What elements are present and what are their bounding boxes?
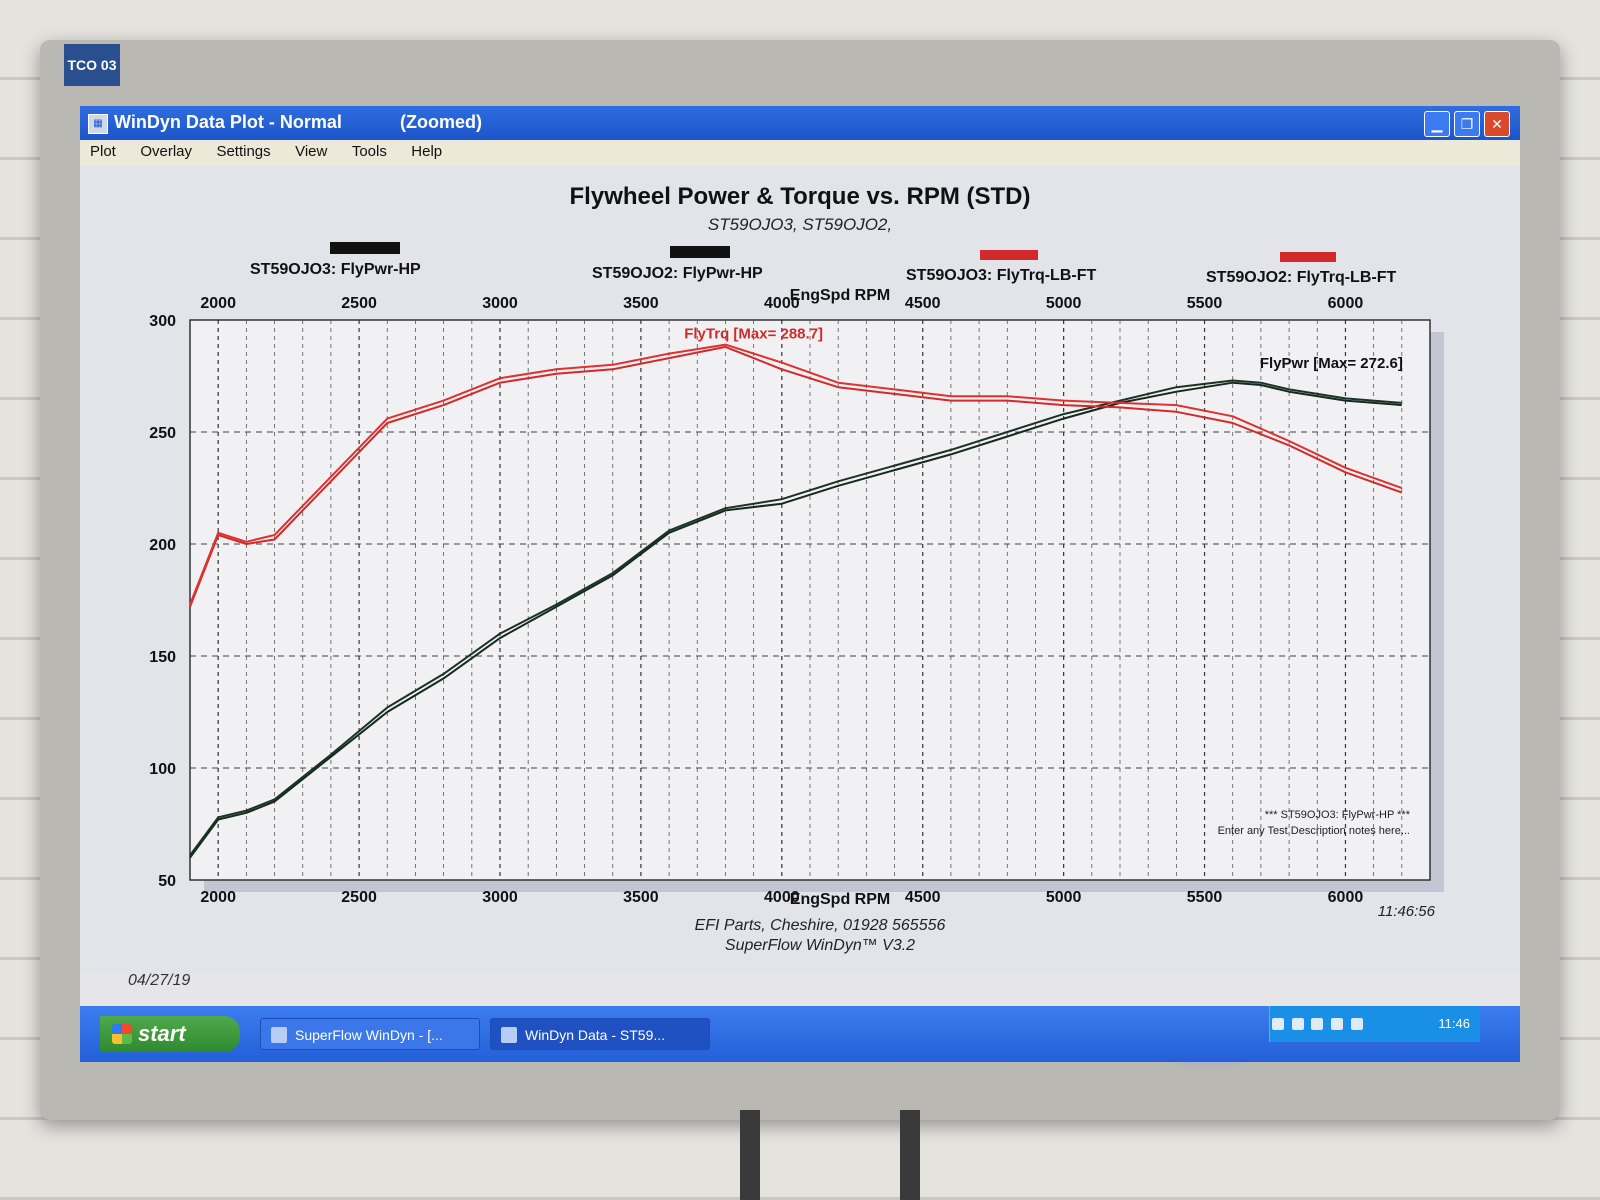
stand-cable (900, 1110, 920, 1200)
series-line (189, 379, 1402, 856)
series-line (189, 381, 1402, 859)
x-tick-label-bottom: 3000 (482, 889, 518, 906)
task-label: WinDyn Data - ST59... (525, 1027, 666, 1043)
x-tick-label-bottom: 3500 (623, 889, 659, 906)
minimize-icon[interactable]: ▁ (1424, 111, 1450, 137)
restore-icon[interactable]: ❐ (1454, 111, 1480, 137)
y-tick-label: 50 (158, 873, 176, 890)
y-ticks: 50 100 150 200 250 300 (149, 313, 176, 890)
x-tick-label-top: 3000 (482, 295, 518, 312)
x-tick-label-top: 3500 (623, 295, 659, 312)
top-xlabel: EngSpd RPM (790, 287, 890, 304)
y-tick-label: 200 (149, 537, 176, 554)
x-tick-label-top: 5500 (1187, 295, 1223, 312)
x-tick-label-bottom: 6000 (1328, 889, 1364, 906)
legend-label: ST59OJO2: FlyTrq-LB-FT (1206, 269, 1396, 286)
start-label: start (138, 1021, 186, 1046)
windows-logo-icon (112, 1024, 132, 1044)
legend-swatch (330, 242, 400, 254)
screen: ▦ WinDyn Data Plot - Normal (Zoomed) ▁ ❐… (80, 106, 1520, 1062)
legend: ST59OJO3: FlyPwr-HP ST59OJO2: FlyPwr-HP … (250, 242, 1396, 286)
x-tick-label-bottom: 4000 (764, 889, 800, 906)
x-tick-label-top: 4000 (764, 295, 800, 312)
usb-icon[interactable] (1330, 1018, 1343, 1030)
date-stamp: 04/27/19 (128, 972, 191, 989)
x-ticks-top: 2000 2500 3000 3500 4000 4500 5000 5500 6000 (200, 295, 1363, 312)
x-tick-label-top: 4500 (905, 295, 941, 312)
legend-swatch (670, 246, 730, 258)
annotations: FlyTrq [Max= 288.7] FlyPwr [Max= 272.6] (684, 326, 1403, 372)
dyno-chart: Flywheel Power & Torque vs. RPM (STD) ST… (149, 183, 1444, 954)
app-icon[interactable]: ▦ (88, 114, 108, 134)
task-superflow[interactable]: SuperFlow WinDyn - [... (260, 1018, 480, 1050)
menu-plot[interactable]: Plot (90, 143, 116, 160)
tco-badge: TCO 03 (64, 44, 120, 86)
bottom-xlabel: EngSpd RPM (790, 891, 890, 908)
x-tick-label-bottom: 2500 (341, 889, 377, 906)
legend-swatch (1280, 252, 1336, 262)
legend-swatch (980, 250, 1038, 260)
legend-label: ST59OJO2: FlyPwr-HP (592, 265, 763, 282)
menu-view[interactable]: View (295, 143, 328, 160)
windyn-icon (501, 1027, 517, 1043)
menu-overlay[interactable]: Overlay (140, 143, 192, 160)
menu-settings[interactable]: Settings (216, 143, 271, 160)
y-tick-label: 150 (149, 649, 176, 666)
inset-legend-title: *** ST59OJO3: FlyPwr-HP *** (1265, 809, 1411, 821)
timestamp: 11:46:56 (1378, 903, 1436, 920)
task-windyn-data[interactable]: WinDyn Data - ST59... (490, 1018, 710, 1050)
superflow-icon (271, 1027, 287, 1043)
window-title: WinDyn Data Plot - Normal (114, 112, 342, 132)
grid (190, 320, 1430, 880)
chart-title: Flywheel Power & Torque vs. RPM (STD) (570, 183, 1031, 210)
monitor-stand (700, 1110, 960, 1200)
x-tick-label-top: 5000 (1046, 295, 1082, 312)
system-tray: 11:46 (1269, 1006, 1480, 1042)
stand-cable (740, 1110, 760, 1200)
legend-label: ST59OJO3: FlyTrq-LB-FT (906, 267, 1096, 284)
security-icon[interactable] (1291, 1018, 1304, 1030)
legend-label: ST59OJO3: FlyPwr-HP (250, 261, 421, 278)
display-icon[interactable] (1350, 1018, 1363, 1030)
tray-clock: 11:46 (1438, 1016, 1470, 1031)
annotation-label: FlyTrq [Max= 288.7] (684, 326, 823, 343)
x-tick-label-bottom: 5000 (1046, 889, 1082, 906)
footer-company: EFI Parts, Cheshire, 01928 565556 (695, 917, 946, 934)
y-tick-label: 300 (149, 313, 176, 330)
series-line (189, 345, 1403, 608)
menu-help[interactable]: Help (411, 143, 443, 160)
chart-subtitle: ST59OJO3, ST59OJO2, (708, 215, 892, 234)
close-icon[interactable]: ✕ (1484, 111, 1510, 137)
window-mode: (Zoomed) (400, 112, 482, 132)
start-button[interactable]: start (100, 1016, 240, 1052)
x-tick-label-bottom: 2000 (200, 889, 236, 906)
x-tick-label-bottom: 4500 (905, 889, 941, 906)
menubar: Plot Overlay Settings View Tools Help (80, 140, 1520, 167)
y-tick-label: 100 (149, 761, 176, 778)
window-titlebar[interactable]: ▦ WinDyn Data Plot - Normal (Zoomed) ▁ ❐… (80, 106, 1520, 140)
taskbar: start SuperFlow WinDyn - [... WinDyn Dat… (80, 1006, 1520, 1062)
task-label: SuperFlow WinDyn - [... (295, 1027, 443, 1043)
x-ticks-bottom: 2000 2500 3000 3500 4000 4500 5000 5500 6000 (200, 889, 1363, 906)
network-icon[interactable] (1272, 1018, 1284, 1030)
footer-software: SuperFlow WinDyn™ V3.2 (725, 937, 915, 954)
annotation-label: FlyPwr [Max= 272.6] (1260, 355, 1403, 372)
x-tick-label-top: 2000 (200, 295, 236, 312)
x-tick-label-top: 6000 (1328, 295, 1364, 312)
series-lines (189, 343, 1403, 859)
y-tick-label: 250 (149, 425, 176, 442)
inset-legend-notes: Enter any Test Description notes here... (1218, 825, 1410, 837)
plot-area: Flywheel Power & Torque vs. RPM (STD) ST… (80, 166, 1520, 974)
x-tick-label-bottom: 5500 (1187, 889, 1223, 906)
x-tick-label-top: 2500 (341, 295, 377, 312)
series-line (189, 343, 1403, 605)
volume-icon[interactable] (1311, 1018, 1324, 1030)
menu-tools[interactable]: Tools (351, 143, 387, 160)
